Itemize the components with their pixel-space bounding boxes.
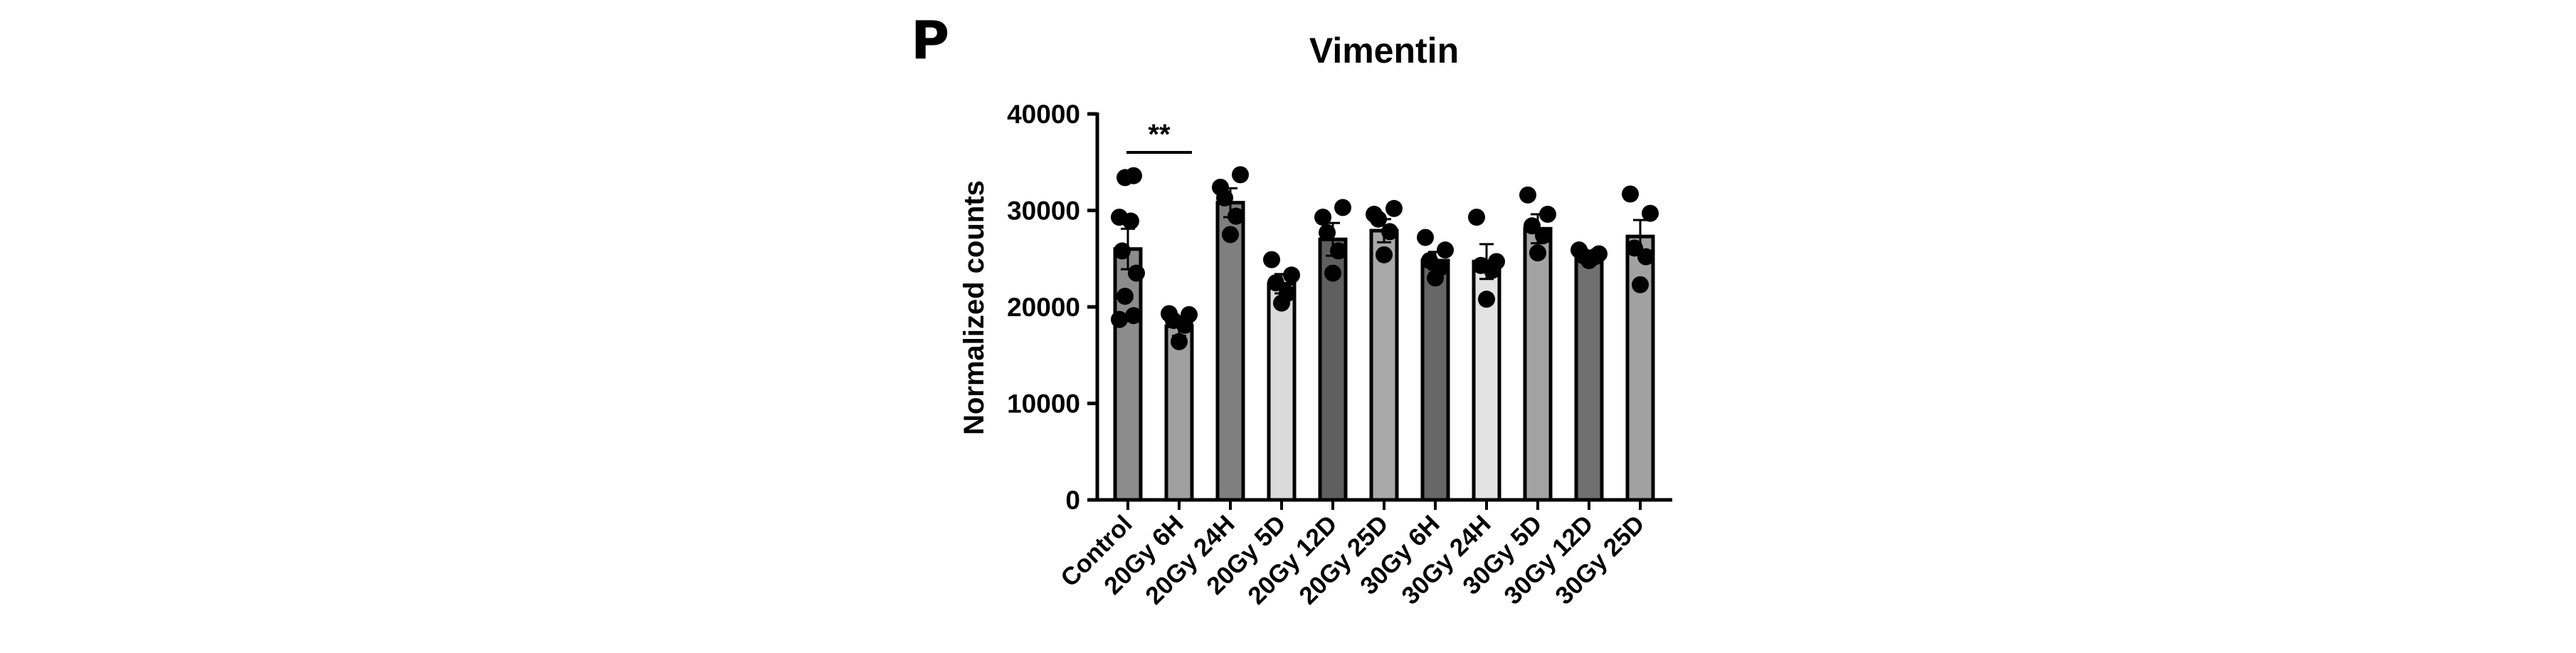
y-axis-label: Normalized counts bbox=[959, 180, 990, 435]
chart-title: Vimentin bbox=[1309, 31, 1459, 70]
data-point-3-2 bbox=[1267, 274, 1284, 292]
significance-label-0: ** bbox=[1148, 119, 1171, 150]
data-point-2-3 bbox=[1228, 207, 1245, 225]
data-point-3-4 bbox=[1273, 294, 1290, 312]
data-point-6-1 bbox=[1437, 241, 1454, 259]
bar-8 bbox=[1523, 226, 1553, 502]
data-point-10-4 bbox=[1632, 276, 1649, 293]
bar-10 bbox=[1625, 234, 1655, 502]
bar-0 bbox=[1113, 247, 1143, 502]
data-point-2-1 bbox=[1232, 166, 1249, 184]
y-tick-label-3: 30000 bbox=[1007, 197, 1080, 226]
data-point-8-1 bbox=[1539, 205, 1556, 223]
bar-1 bbox=[1164, 324, 1194, 502]
significance-annotations: ** bbox=[1126, 119, 1192, 154]
data-point-10-1 bbox=[1642, 204, 1659, 222]
data-point-2-2 bbox=[1216, 189, 1233, 207]
data-point-7-4 bbox=[1478, 291, 1495, 308]
data-point-8-3 bbox=[1535, 226, 1552, 244]
y-tick-label-2: 20000 bbox=[1007, 293, 1080, 322]
data-point-5-4 bbox=[1376, 246, 1393, 263]
data-point-0-3 bbox=[1122, 212, 1139, 230]
bar-3 bbox=[1267, 281, 1297, 502]
data-points bbox=[1111, 166, 1659, 350]
data-point-0-4 bbox=[1114, 242, 1131, 260]
data-point-1-3 bbox=[1176, 316, 1193, 334]
data-point-4-4 bbox=[1324, 264, 1341, 282]
data-point-3-0 bbox=[1263, 251, 1280, 268]
data-point-2-4 bbox=[1222, 226, 1239, 244]
bar-2 bbox=[1215, 201, 1245, 502]
panel-label: P bbox=[911, 10, 949, 71]
y-tick-label-0: 0 bbox=[1065, 486, 1080, 515]
data-point-4-1 bbox=[1334, 199, 1351, 216]
data-point-0-1 bbox=[1125, 167, 1142, 184]
data-point-4-0 bbox=[1314, 208, 1331, 226]
data-point-0-7 bbox=[1125, 307, 1142, 325]
data-point-0-6 bbox=[1117, 288, 1134, 305]
data-point-4-3 bbox=[1330, 242, 1347, 260]
data-point-5-3 bbox=[1381, 223, 1398, 241]
data-point-5-2 bbox=[1370, 210, 1387, 228]
data-point-7-0 bbox=[1468, 208, 1485, 226]
data-point-1-4 bbox=[1171, 333, 1188, 350]
data-point-8-4 bbox=[1529, 244, 1546, 262]
data-point-9-4 bbox=[1580, 251, 1598, 269]
data-point-5-1 bbox=[1385, 199, 1403, 217]
bar-6 bbox=[1420, 258, 1450, 502]
data-point-6-4 bbox=[1427, 269, 1444, 287]
bar-9 bbox=[1574, 255, 1604, 502]
data-point-0-8 bbox=[1111, 310, 1128, 328]
y-tick-label-1: 10000 bbox=[1007, 390, 1080, 419]
data-point-3-1 bbox=[1283, 266, 1300, 284]
data-point-7-3 bbox=[1484, 261, 1501, 279]
y-tick-label-4: 40000 bbox=[1007, 100, 1080, 129]
y-axis-ticks: 0 10000 20000 30000 40000 bbox=[1007, 100, 1097, 515]
data-point-0-5 bbox=[1128, 264, 1145, 282]
data-point-6-0 bbox=[1417, 229, 1434, 246]
data-point-8-0 bbox=[1519, 186, 1536, 204]
data-point-8-2 bbox=[1524, 217, 1541, 235]
data-point-4-2 bbox=[1319, 224, 1336, 241]
data-point-10-0 bbox=[1622, 185, 1639, 203]
data-point-10-3 bbox=[1637, 248, 1654, 266]
bar-5 bbox=[1369, 229, 1399, 502]
